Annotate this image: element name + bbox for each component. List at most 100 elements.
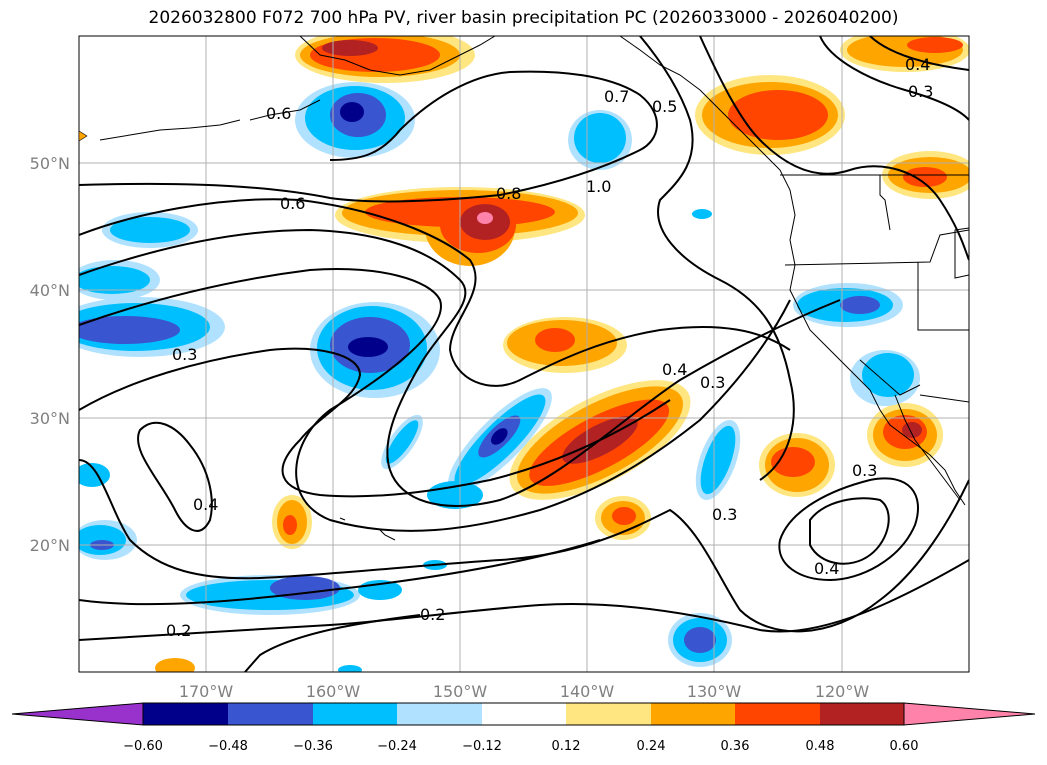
contour-label: 0.4 (814, 559, 839, 578)
colorbar-frame (142, 702, 905, 726)
precip-blob (155, 658, 195, 672)
lat-axis: 50°N 40°N 30°N 20°N (30, 154, 70, 555)
lon-tick-label: 130°W (687, 682, 742, 701)
precip-blob (612, 507, 636, 525)
precip-blob (348, 337, 388, 357)
colorbar-tick-label: −0.12 (462, 739, 502, 754)
precip-blob (684, 627, 716, 653)
precip-blob (902, 422, 922, 438)
colorbar-segment (735, 703, 820, 725)
pv-contour (778, 477, 919, 582)
colorbar-segment (313, 703, 397, 725)
lon-tick-label: 150°W (433, 682, 488, 701)
precip-blob (700, 425, 736, 495)
hawaii-islands (379, 529, 396, 541)
pv-contour (79, 539, 601, 606)
lon-tick-label: 170°W (179, 682, 234, 701)
pv-contour (639, 36, 795, 481)
precip-blob (692, 209, 712, 219)
pv-contour (244, 614, 421, 672)
colorbar-tick-label: 0.60 (890, 739, 919, 754)
coastlines (99, 36, 969, 541)
colorbar-extend-low (11, 702, 144, 726)
contour-labels: 0.6 0.7 0.5 0.4 0.3 0.6 0.8 1.0 0.3 0.4 … (166, 55, 933, 640)
contour-label: 0.5 (652, 97, 677, 116)
colorbar-segment (651, 703, 735, 725)
lat-tick-label: 50°N (30, 154, 70, 173)
pv-contour (79, 228, 841, 507)
colorbar-segment (143, 703, 228, 725)
state-border (954, 227, 969, 279)
precip-blob (385, 420, 419, 464)
contour-label: 0.8 (496, 184, 521, 203)
pv-contour (79, 347, 671, 498)
precip-blob (491, 428, 508, 445)
colorbar-tick-label: 0.48 (806, 739, 835, 754)
precip-blob (840, 296, 880, 314)
aleutian-islands (249, 99, 321, 121)
precip-blob (907, 37, 963, 53)
state-border (859, 359, 921, 396)
hawaii-islands (339, 517, 346, 521)
lat-tick-label: 40°N (30, 281, 70, 300)
lon-tick-label: 160°W (306, 682, 361, 701)
precip-blob (477, 212, 493, 224)
contour-label: 0.4 (193, 495, 218, 514)
precip-blob (574, 113, 626, 163)
north-america-coast (619, 36, 966, 506)
precip-blob (322, 40, 378, 56)
precip-blob (903, 167, 947, 187)
contour-label: 0.2 (420, 605, 445, 624)
lat-tick-label: 30°N (30, 409, 70, 428)
pv-contour (809, 497, 890, 565)
colorbar-segment (820, 703, 904, 725)
colorbar-segment (228, 703, 313, 725)
colorbar-tick-label: −0.48 (208, 739, 248, 754)
precip-blob (79, 525, 126, 555)
lat-tick-label: 20°N (30, 536, 70, 555)
colorbar-segment (482, 703, 566, 725)
contour-label: 0.2 (166, 621, 191, 640)
colorbar-tick-label: 0.24 (637, 739, 666, 754)
precip-blob (771, 447, 815, 477)
precip-blob (728, 90, 828, 140)
pv-contour (819, 36, 969, 121)
contour-label: 1.0 (586, 177, 611, 196)
colorbar-tick-label: −0.24 (377, 739, 417, 754)
precip-blob (110, 217, 190, 243)
map-title: 2026032800 F072 700 hPa PV, river basin … (148, 8, 899, 28)
colorbar-extend-high (903, 702, 1036, 726)
contour-label: 0.3 (908, 82, 933, 101)
pv-contours (79, 36, 969, 672)
colorbar-tick-label: 0.36 (721, 739, 750, 754)
precip-blob (862, 353, 914, 397)
baja-coast (894, 394, 961, 501)
precip-blob (283, 515, 297, 535)
precip-blob (79, 463, 110, 487)
pv-contour (79, 70, 658, 203)
colorbar-segment (397, 703, 482, 725)
gridlines (79, 36, 969, 672)
contour-label: 0.7 (604, 87, 629, 106)
colorbar-segment (566, 703, 651, 725)
lon-tick-label: 120°W (815, 682, 870, 701)
precip-blob (535, 328, 575, 352)
contour-label: 0.6 (280, 194, 305, 213)
state-border (917, 262, 969, 331)
aleutian-islands (99, 119, 241, 141)
border (919, 394, 969, 403)
contour-label: 0.3 (852, 461, 877, 480)
edge-marker (78, 130, 88, 142)
precip-blob (79, 316, 180, 344)
colorbar: −0.60 −0.48 −0.36 −0.24 −0.12 0.12 0.24 … (11, 702, 1036, 754)
alaska-coast (299, 36, 496, 76)
pv-contour (699, 36, 969, 261)
colorbar-tick-label: −0.60 (123, 739, 163, 754)
lon-axis: 170°W 160°W 150°W 140°W 130°W 120°W (179, 682, 870, 701)
lon-tick-label: 140°W (560, 682, 615, 701)
colorbar-tick-label: 0.12 (552, 739, 581, 754)
precip-blob (340, 102, 364, 122)
map-frame (78, 35, 970, 673)
pv-contour (79, 268, 791, 532)
